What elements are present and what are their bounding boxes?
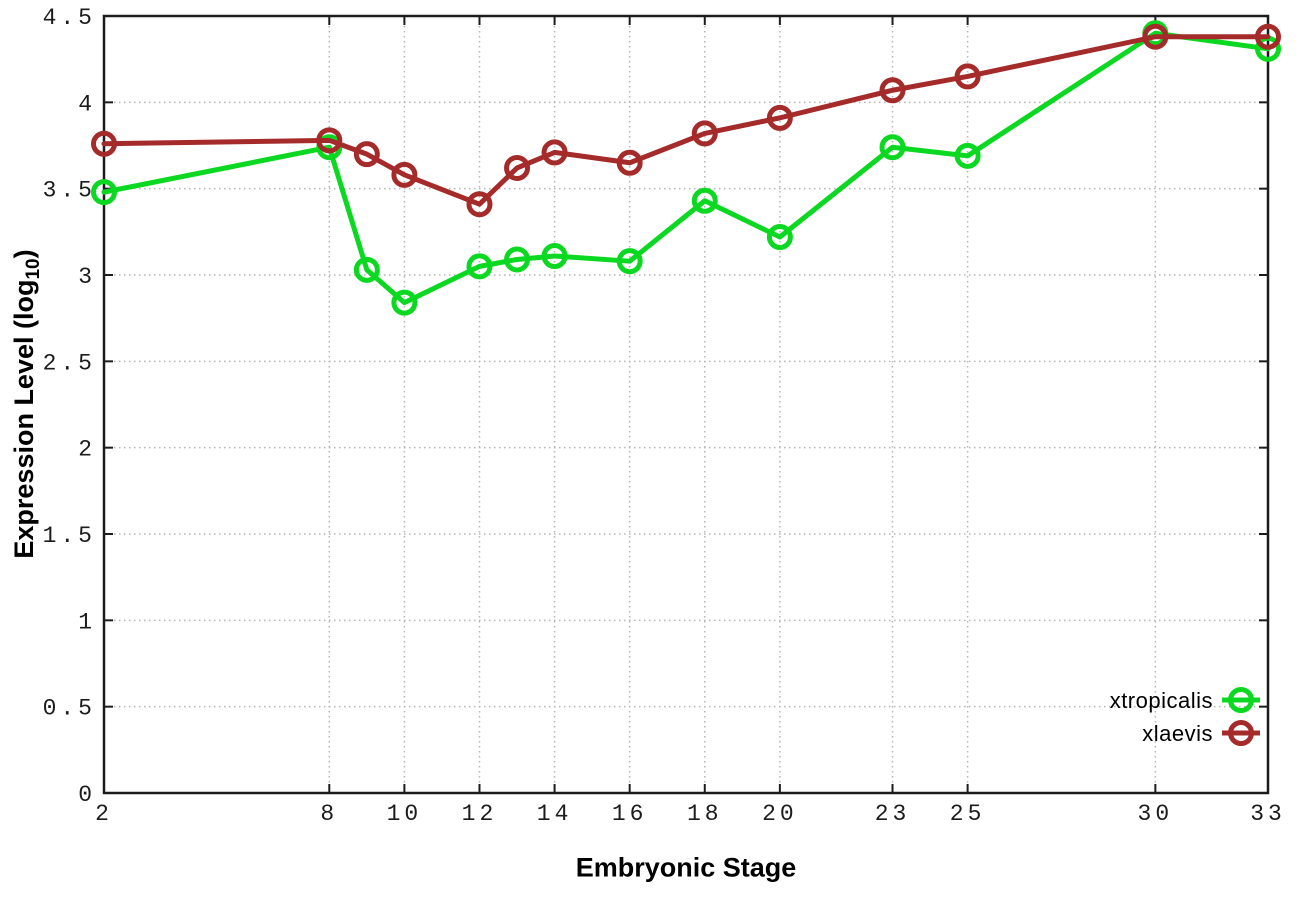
y-axis-label: Expression Level (log10) <box>9 249 45 558</box>
data-point-xlaevis <box>91 130 117 157</box>
y-tick-label: 2.5 <box>43 350 96 376</box>
data-point-xlaevis <box>391 161 418 188</box>
y-tick-label: 4 <box>78 91 96 117</box>
series-line-xtropicalis <box>101 30 1271 306</box>
x-tick-label: 18 <box>687 801 723 827</box>
data-point-xlaevis <box>504 154 531 181</box>
y-tick-label: 3 <box>78 264 96 290</box>
x-tick-label: 10 <box>387 801 423 827</box>
data-point-xtropicalis <box>504 246 531 273</box>
x-tick-label: 8 <box>320 801 338 827</box>
y-tick-label: 4.5 <box>43 5 96 31</box>
x-tick-label: 20 <box>762 801 798 827</box>
data-point-xtropicalis <box>879 134 906 161</box>
legend-marker-xtropicalis <box>1228 687 1254 713</box>
x-tick-label: 14 <box>537 801 573 827</box>
data-point-xlaevis <box>616 149 643 176</box>
plot-border <box>102 14 1270 795</box>
x-tick-label: 2 <box>95 801 113 827</box>
legend-label-xtropicalis: xtropicalis <box>1110 688 1213 713</box>
y-tick-label: 2 <box>78 437 96 463</box>
y-tick-label: 1.5 <box>43 523 96 549</box>
data-point-xtropicalis <box>91 179 117 206</box>
y-axis-label-text: Expression Level (log <box>8 279 39 559</box>
data-point-xlaevis <box>541 139 568 166</box>
data-point-xtropicalis <box>691 187 718 214</box>
data-point-xlaevis <box>1255 23 1281 50</box>
data-point-xlaevis <box>954 63 981 90</box>
data-point-xlaevis <box>316 127 343 154</box>
x-tick-label: 30 <box>1138 801 1174 827</box>
series-line-xlaevis <box>101 34 1271 207</box>
data-point-xtropicalis <box>353 256 380 283</box>
legend-label-xlaevis: xlaevis <box>1142 721 1213 746</box>
data-point-xtropicalis <box>391 289 418 316</box>
data-point-xtropicalis <box>466 253 493 280</box>
x-tick-label: 12 <box>462 801 498 827</box>
data-point-xlaevis <box>466 191 493 218</box>
x-tick-label: 23 <box>875 801 911 827</box>
x-tick-label: 16 <box>612 801 648 827</box>
data-point-xlaevis <box>691 120 718 147</box>
y-tick-label: 0.5 <box>43 696 96 722</box>
y-axis-label-subscript: 10 <box>23 258 45 280</box>
data-point-xlaevis <box>766 104 793 131</box>
legend-marker-xlaevis <box>1228 720 1254 746</box>
y-axis-label-suffix: ) <box>8 249 39 259</box>
x-tick-label: 33 <box>1250 801 1286 827</box>
y-tick-label: 1 <box>78 609 96 635</box>
y-tick-label: 0 <box>78 782 96 808</box>
x-tick-label: 25 <box>950 801 986 827</box>
data-point-xtropicalis <box>541 243 568 270</box>
data-point-xlaevis <box>1142 23 1169 50</box>
data-point-xtropicalis <box>954 142 981 169</box>
x-axis-label: Embryonic Stage <box>575 852 797 883</box>
data-point-xtropicalis <box>766 224 793 251</box>
data-point-xlaevis <box>353 141 380 168</box>
data-point-xtropicalis <box>616 248 643 275</box>
y-tick-label: 3.5 <box>43 178 96 204</box>
data-point-xlaevis <box>879 77 906 104</box>
